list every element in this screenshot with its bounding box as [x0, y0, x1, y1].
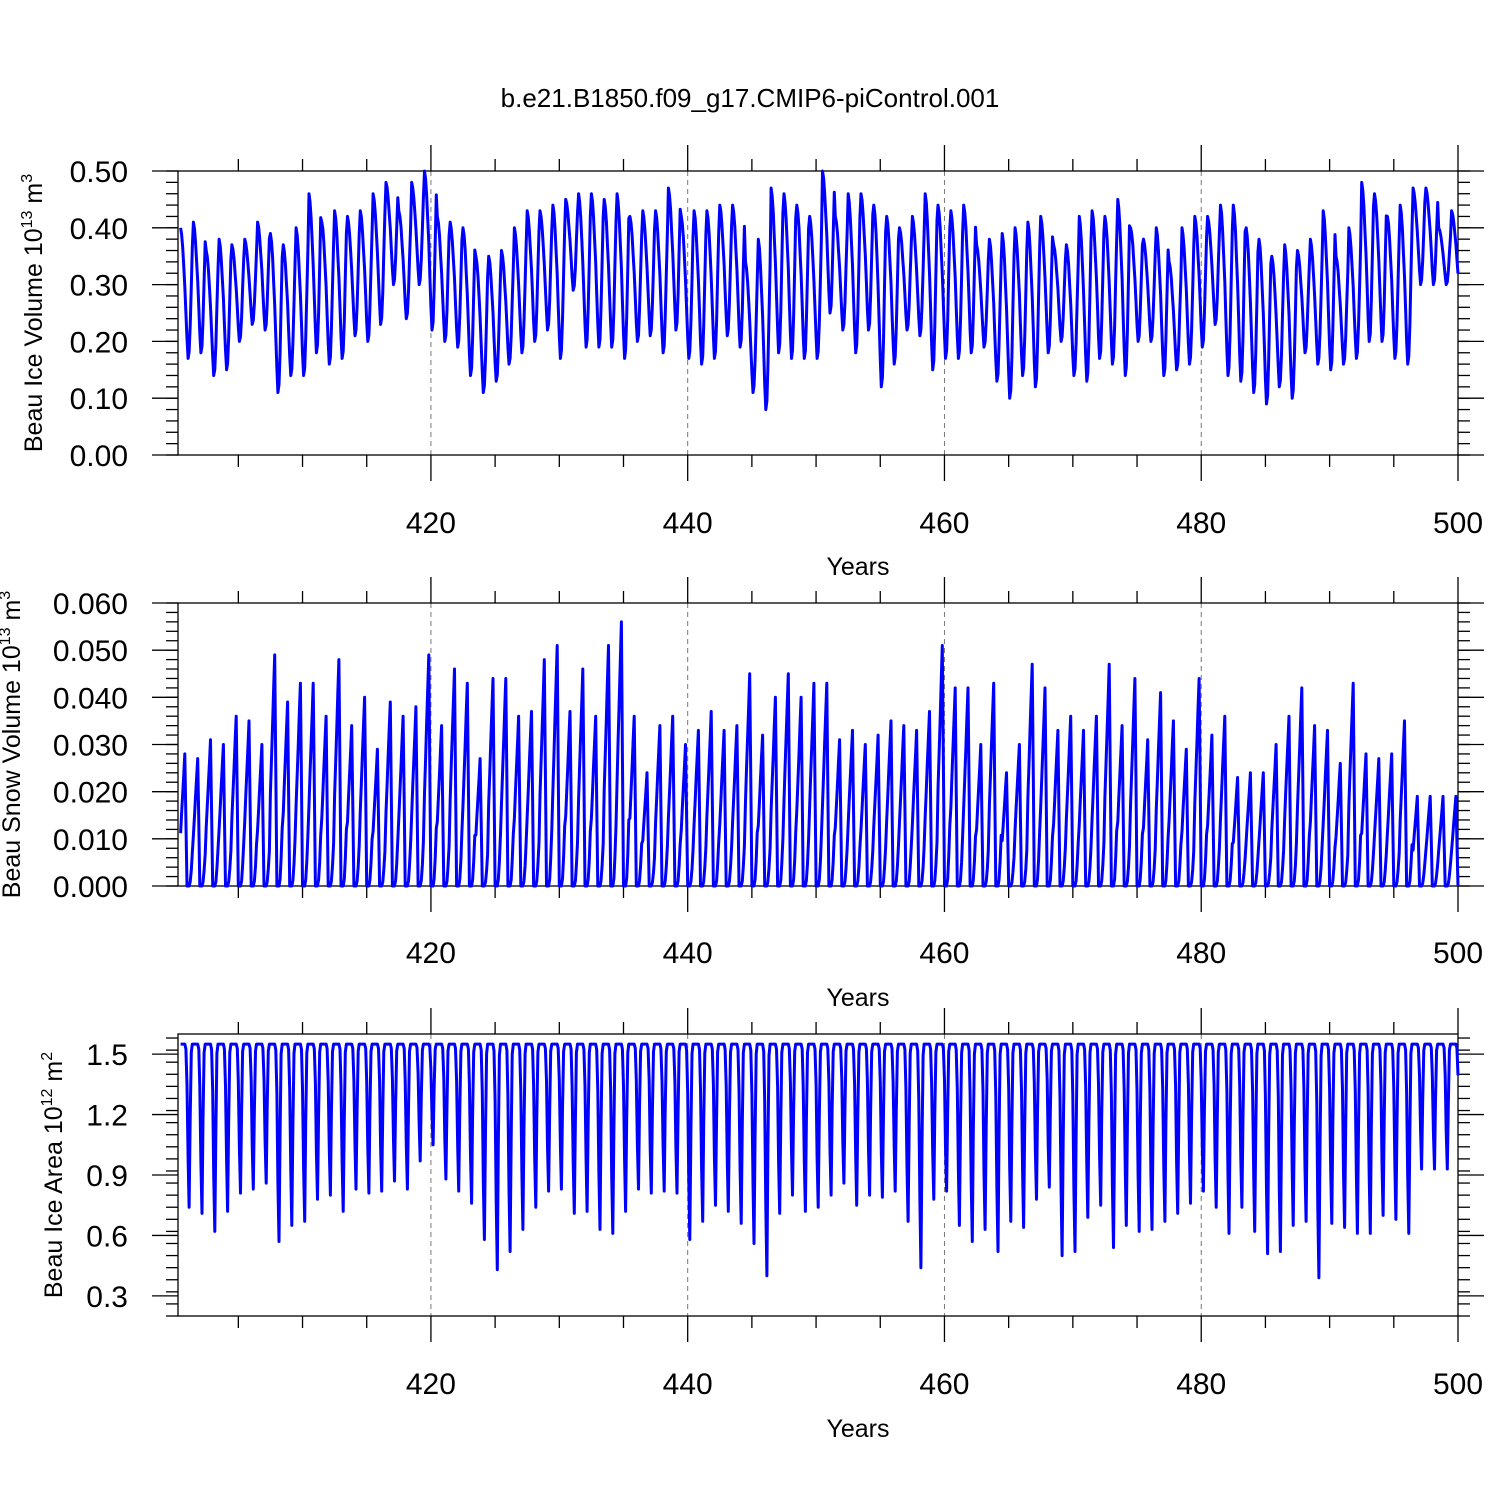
series-line-snow-volume: [179, 620, 1460, 888]
panels: 0.00 0.10 0.20 0.30 0.40 0.50 420 440 460 480 500 Y…: [0, 145, 1484, 1443]
x-tick-label: 500: [1433, 507, 1483, 540]
x-tick-label: 480: [1176, 937, 1226, 970]
x-tick-label: 440: [663, 937, 713, 970]
y-tick-label: 0.050: [53, 635, 128, 668]
series-line-ice-area: [180, 1042, 1460, 1280]
y-tick-label: 0.020: [53, 777, 128, 810]
y-axis-label: Beau Snow Volume 1013 m3: [0, 591, 26, 899]
y-tick-label: 0.9: [86, 1160, 128, 1193]
y-tick-label: 0.6: [86, 1220, 128, 1253]
y-tick-label: 0.030: [53, 730, 128, 763]
y-tick-label: 1.2: [86, 1100, 128, 1133]
y-tick-label: 0.010: [53, 824, 128, 857]
y-tick-label: 0.3: [86, 1281, 128, 1314]
y-tick-label: 0.060: [53, 588, 128, 621]
y-tick-label: 0.40: [70, 213, 128, 246]
x-axis-label: Years: [826, 553, 889, 581]
y-tick-label: 0.30: [70, 270, 128, 303]
x-tick-label: 500: [1433, 937, 1483, 970]
x-tick-label: 440: [663, 507, 713, 540]
x-tick-label: 460: [919, 507, 969, 540]
x-tick-label: 420: [406, 507, 456, 540]
y-axis-label: Beau Ice Area 1012 m2: [39, 1052, 68, 1298]
y-axis-label: Beau Ice Volume 1013 m3: [19, 174, 48, 452]
x-tick-label: 480: [1176, 1368, 1226, 1401]
x-axis-label: Years: [826, 984, 889, 1012]
figure-title: b.e21.B1850.f09_g17.CMIP6-piControl.001: [501, 83, 1000, 113]
x-tick-label: 420: [406, 937, 456, 970]
x-tick-label: 420: [406, 1368, 456, 1401]
y-tick-label: 0.10: [70, 383, 128, 416]
x-tick-label: 480: [1176, 507, 1226, 540]
series-line-ice-volume: [179, 169, 1460, 412]
y-tick-label: 0.00: [70, 440, 128, 473]
y-tick-label: 1.5: [86, 1039, 128, 1072]
chart-panel-ice-area: 0.3 0.6 0.9 1.2 1.5 420 440 460 480 500 Years Beau …: [39, 1008, 1484, 1443]
x-tick-label: 460: [919, 1368, 969, 1401]
x-tick-label: 500: [1433, 1368, 1483, 1401]
x-tick-label: 460: [919, 937, 969, 970]
y-tick-label: 0.000: [53, 871, 128, 904]
x-axis-label: Years: [826, 1415, 889, 1443]
chart-panel-snow-volume: 0.000 0.010 0.020 0.030 0.040 0.050 0.060 420 44…: [0, 577, 1484, 1012]
plot-frame: [177, 170, 1459, 456]
y-tick-label: 0.040: [53, 682, 128, 715]
y-tick-label: 0.20: [70, 326, 128, 359]
chart-panel-ice-volume: 0.00 0.10 0.20 0.30 0.40 0.50 420 440 460 480 500 Y…: [19, 145, 1484, 581]
y-tick-label: 0.50: [70, 156, 128, 189]
x-tick-label: 440: [663, 1368, 713, 1401]
